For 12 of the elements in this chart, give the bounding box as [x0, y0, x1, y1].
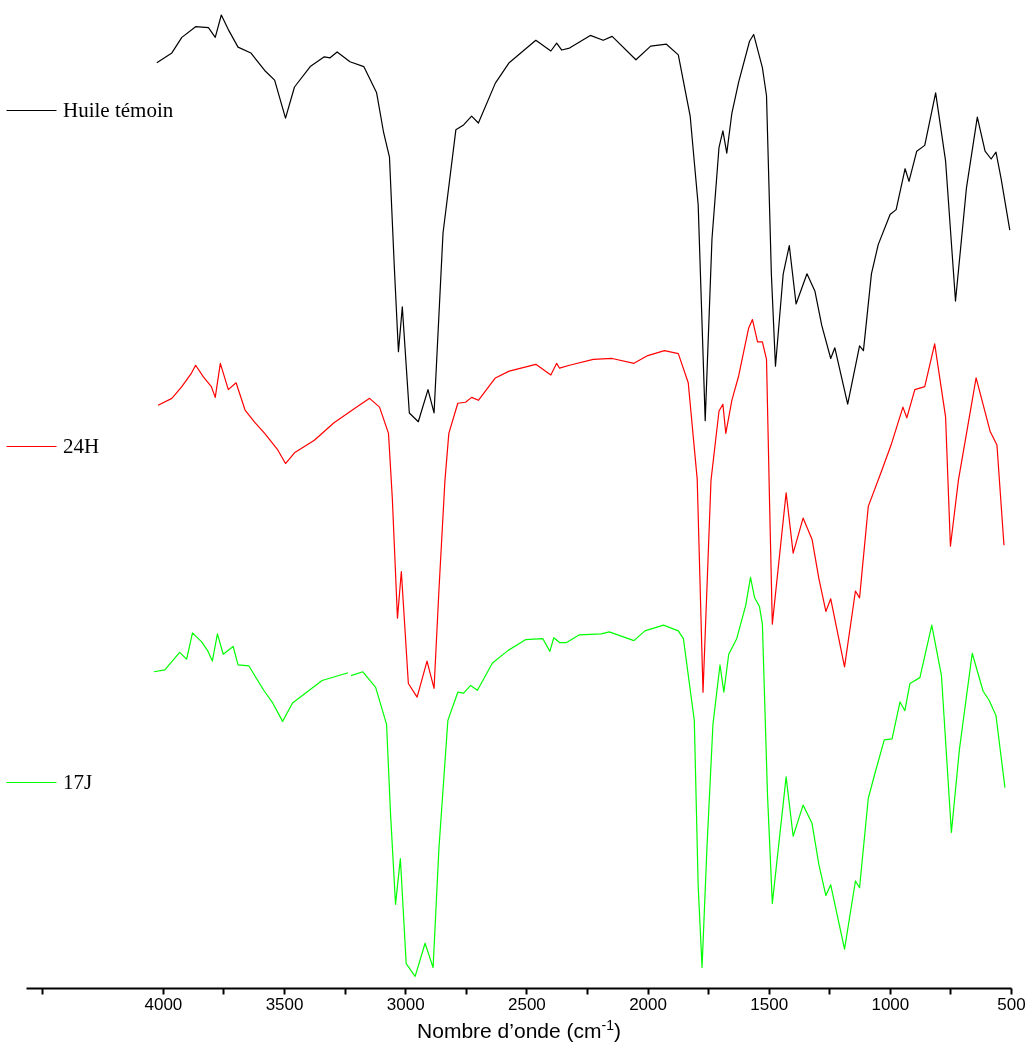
x-tick-label: 1500 [750, 994, 789, 1014]
x-tick-label: 2500 [507, 994, 546, 1014]
x-tick-label: 500 [997, 994, 1026, 1014]
legend-label: 24H [63, 433, 100, 458]
x-tick-label: 1000 [871, 994, 910, 1014]
x-axis-title: Nombre d’onde (cm$^{-1}$) [417, 1016, 621, 1042]
x-tick-label: 2000 [629, 994, 667, 1014]
x-tick-label: 4000 [144, 994, 183, 1014]
legend-label: 17J [63, 769, 93, 794]
x-tick-label: 3000 [386, 994, 425, 1014]
legend-label: Huile témoin [63, 97, 174, 122]
x-tick-label: 3500 [265, 994, 304, 1014]
